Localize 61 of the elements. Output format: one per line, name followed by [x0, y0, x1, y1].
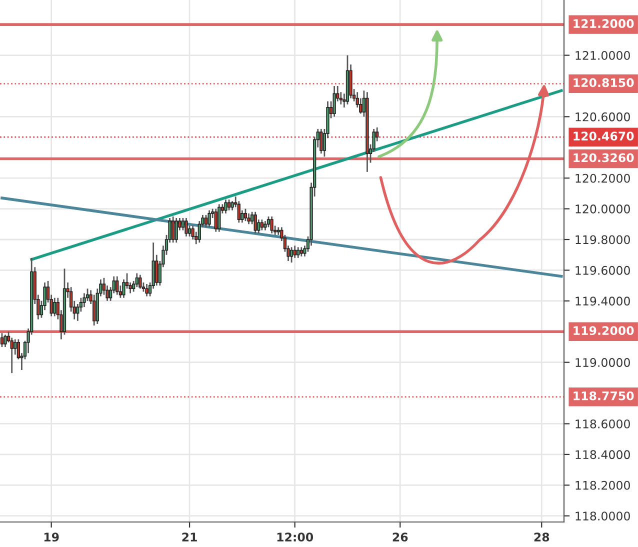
candlestick	[4, 334, 7, 348]
y-tick-label: 119.8000	[576, 235, 630, 244]
y-tick-label: 118.4000	[576, 450, 630, 460]
candlestick	[247, 212, 250, 225]
candlestick	[174, 217, 178, 244]
candlestick	[188, 224, 192, 238]
candlestick	[214, 208, 218, 233]
ref-line-label: 120.8150	[574, 78, 634, 88]
ref-line-label: 120.3260	[574, 153, 634, 162]
x-tick-label: 28	[534, 532, 550, 542]
candlestick	[135, 272, 138, 288]
x-tick-label: 12:00	[277, 532, 314, 542]
y-tick-label: 119.6000	[576, 266, 630, 275]
candlestick	[191, 224, 194, 240]
y-tick-label: 120.6000	[576, 112, 630, 122]
candlestick	[53, 297, 56, 317]
candlestick	[264, 220, 267, 231]
candlestick	[227, 198, 231, 212]
candlestick	[218, 204, 221, 233]
candlestick	[14, 338, 17, 356]
x-tick-label: 19	[44, 532, 59, 542]
candlestick	[172, 216, 175, 244]
y-tick-label: 119.0000	[576, 358, 630, 367]
candlestick	[204, 214, 208, 228]
y-tick-label: 118.0000	[576, 512, 630, 521]
candlestick	[266, 216, 270, 228]
candlestick	[270, 216, 274, 234]
y-tick-label: 120.0000	[576, 204, 630, 214]
candlestick	[230, 200, 234, 212]
candlestick	[296, 246, 300, 259]
x-tick-label: 21	[182, 532, 197, 542]
candlestick	[293, 244, 296, 259]
candlestick	[254, 211, 257, 234]
candlestick	[145, 283, 148, 298]
candlestick	[0, 332, 4, 348]
candlestick	[237, 200, 240, 224]
candlestick	[155, 254, 158, 286]
candlestick	[260, 218, 264, 231]
candlestick	[184, 217, 188, 238]
y-tick-label: 118.6000	[576, 419, 630, 428]
candlestick	[300, 246, 303, 258]
candlestick	[290, 246, 294, 264]
candlestick	[320, 128, 323, 154]
candlestick	[244, 208, 248, 222]
ref-line-label: 119.2000	[574, 326, 634, 336]
y-tick-label: 119.4000	[576, 296, 630, 306]
candlestick	[257, 218, 260, 234]
ref-line-label: 120.4670	[574, 132, 634, 141]
y-tick-label: 120.2000	[576, 174, 630, 183]
ref-line-label: 121.2000	[574, 19, 634, 28]
candlestick	[332, 85, 336, 118]
candlestick	[224, 198, 228, 214]
ref-line-label: 118.7750	[574, 391, 634, 400]
x-tick-label: 26	[392, 532, 408, 542]
candlestick	[82, 292, 86, 308]
y-tick-label: 121.0000	[576, 50, 630, 60]
y-tick-label: 118.2000	[576, 480, 630, 490]
candlestick	[138, 274, 142, 290]
candlestick	[208, 210, 211, 228]
candlestick	[116, 276, 119, 296]
candlestick	[181, 217, 185, 231]
